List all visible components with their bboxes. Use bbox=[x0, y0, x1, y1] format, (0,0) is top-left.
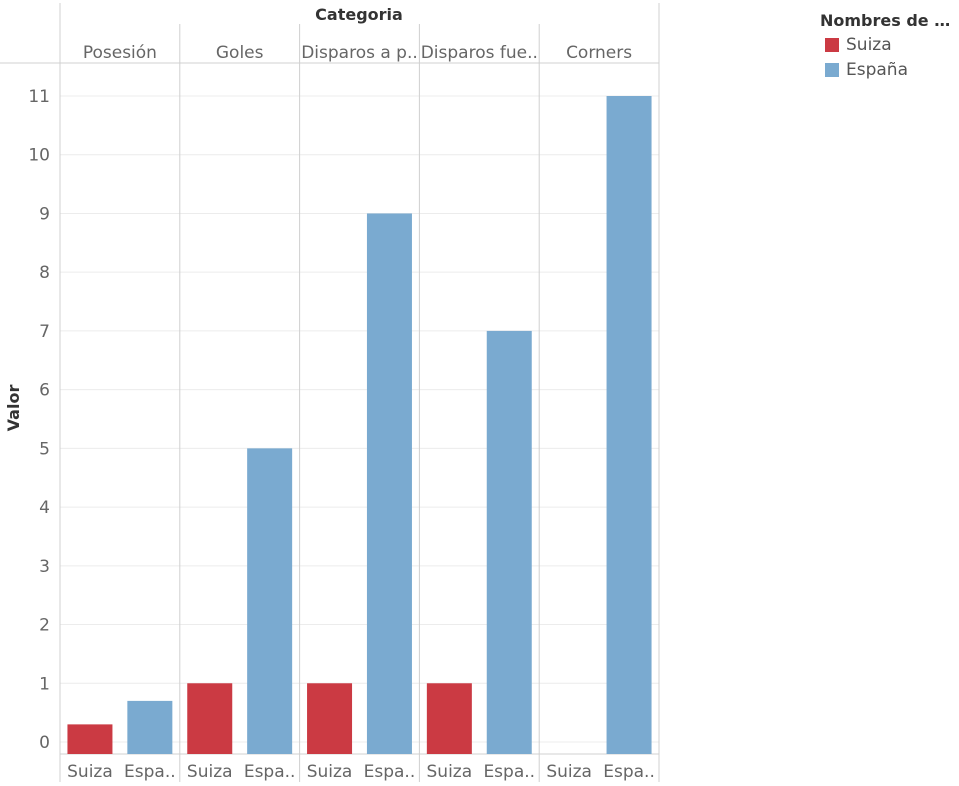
legend-title: Nombres de me.. bbox=[820, 11, 959, 30]
bar[interactable] bbox=[307, 683, 353, 754]
sub-category-label: Suiza bbox=[546, 762, 592, 782]
y-tick-label: 5 bbox=[39, 439, 50, 459]
column-title: Categoria bbox=[315, 5, 403, 24]
category-labels: Posesión Goles Disparos a p.. Disparos fue.… bbox=[83, 43, 632, 63]
legend: Nombres de me.. Suiza España bbox=[820, 10, 959, 82]
bar[interactable] bbox=[127, 700, 173, 754]
category-label: Goles bbox=[216, 43, 264, 63]
bar[interactable] bbox=[606, 96, 652, 754]
sub-category-label: Suiza bbox=[427, 762, 473, 782]
sub-category-label: Espa.. bbox=[483, 762, 535, 782]
y-axis-title: Valor bbox=[4, 385, 23, 432]
sub-category-label: Espa.. bbox=[244, 762, 296, 782]
y-tick-label: 6 bbox=[39, 381, 50, 401]
category-label: Posesión bbox=[83, 43, 157, 63]
category-label: Corners bbox=[566, 43, 632, 63]
sub-category-label: Suiza bbox=[307, 762, 353, 782]
legend-item-espana[interactable]: España bbox=[820, 57, 959, 82]
sub-category-label: Espa.. bbox=[124, 762, 176, 782]
y-tick-label: 7 bbox=[39, 322, 50, 342]
bar[interactable] bbox=[67, 724, 113, 754]
y-tick-label: 11 bbox=[28, 87, 50, 107]
y-tick-label: 2 bbox=[39, 616, 50, 636]
bar[interactable] bbox=[247, 448, 293, 754]
y-tick-label: 8 bbox=[39, 263, 50, 283]
chart-frame bbox=[0, 3, 660, 782]
bar[interactable] bbox=[187, 683, 233, 754]
y-tick-label: 4 bbox=[39, 498, 50, 518]
sub-category-label: Suiza bbox=[67, 762, 113, 782]
bar[interactable] bbox=[426, 683, 472, 754]
sub-category-label: Espa.. bbox=[364, 762, 416, 782]
y-tick-label: 1 bbox=[39, 674, 50, 694]
legend-swatch-suiza bbox=[825, 37, 839, 52]
y-axis: 0 1 2 3 4 5 6 7 8 9 10 11 bbox=[28, 87, 50, 753]
y-tick-label: 0 bbox=[39, 733, 50, 753]
legend-label-suiza: Suiza bbox=[846, 34, 892, 55]
gridlines bbox=[60, 95, 659, 743]
y-tick-label: 10 bbox=[28, 146, 50, 166]
sub-category-label: Suiza bbox=[187, 762, 233, 782]
bar[interactable] bbox=[366, 213, 412, 755]
sub-category-labels: Suiza Espa.. Suiza Espa.. Suiza Espa.. Suiza Es… bbox=[67, 762, 655, 782]
bars bbox=[67, 96, 652, 755]
legend-label-espana: España bbox=[846, 59, 908, 80]
category-label: Disparos fue.. bbox=[421, 43, 538, 63]
bar[interactable] bbox=[486, 330, 532, 754]
legend-item-suiza[interactable]: Suiza bbox=[820, 32, 959, 57]
y-tick-label: 9 bbox=[39, 204, 50, 224]
y-tick-label: 3 bbox=[39, 557, 50, 577]
category-label: Disparos a p.. bbox=[301, 43, 418, 63]
legend-swatch-espana bbox=[825, 62, 839, 77]
sub-category-label: Espa.. bbox=[603, 762, 655, 782]
